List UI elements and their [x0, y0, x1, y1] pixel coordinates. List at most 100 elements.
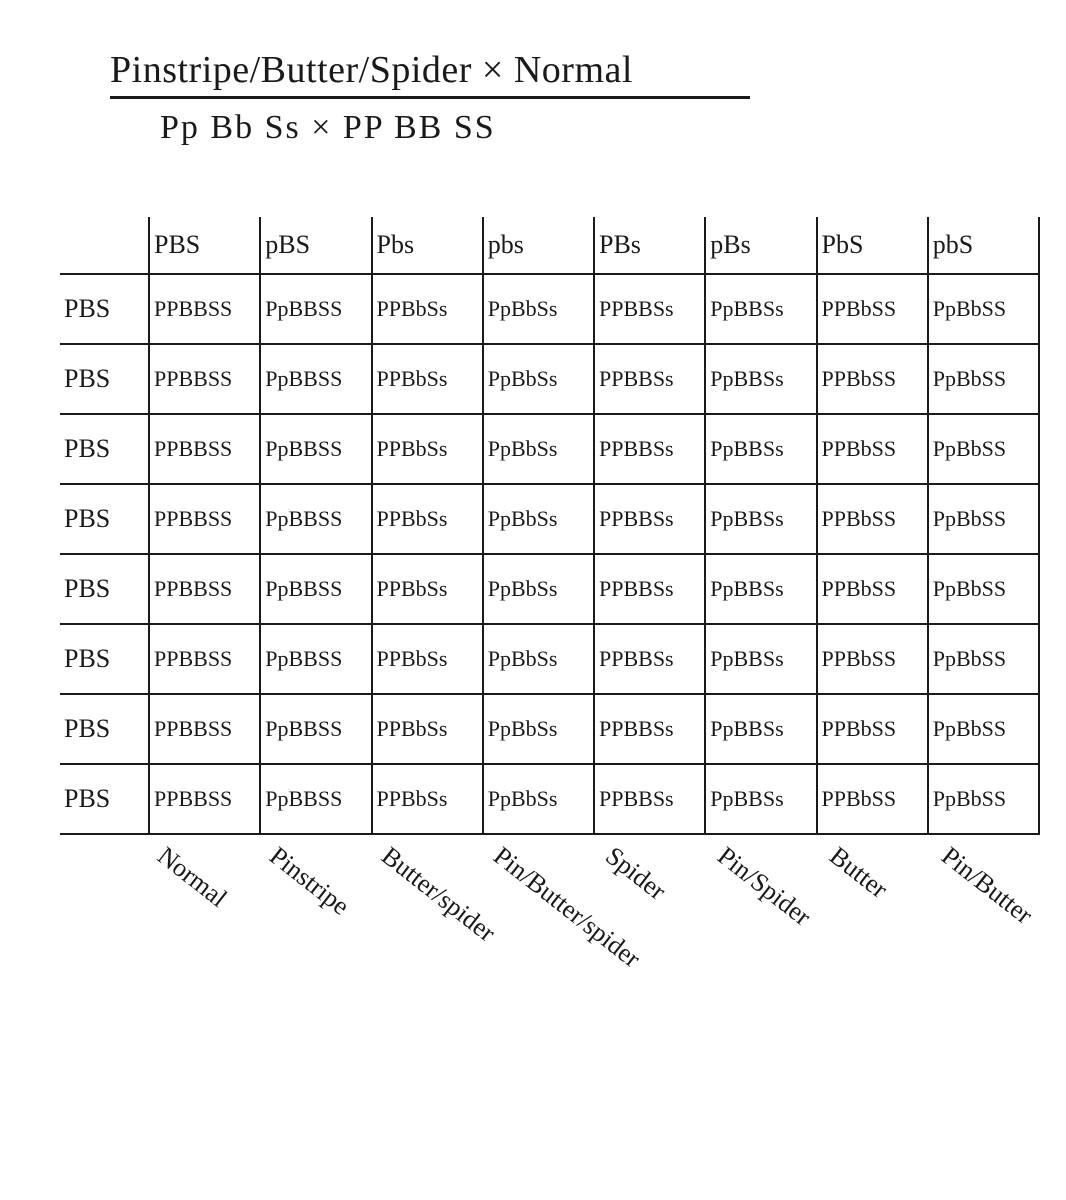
cell: PpBbSS: [928, 624, 1039, 694]
phenotype-label: Pinstripe: [264, 841, 355, 922]
cell: PpBbSS: [928, 274, 1039, 344]
cell: PpBBSS: [260, 414, 371, 484]
cell: PPBBSS: [149, 414, 260, 484]
cell: PPBBSs: [594, 414, 705, 484]
cell: PPBbSS: [817, 344, 928, 414]
cell: PpBbSS: [928, 554, 1039, 624]
cell: PPBbSs: [372, 624, 483, 694]
cell: PpBBSS: [260, 554, 371, 624]
punnett-square: PBS pBS Pbs pbs PBs pBs PbS pbS PBS PPBB…: [60, 217, 1040, 835]
cell: PpBBSs: [705, 694, 816, 764]
table-row: PBS PPBBSS PpBBSS PPBbSs PpBbSs PPBBSs P…: [60, 484, 1039, 554]
cell: PpBbSS: [928, 484, 1039, 554]
cell: PPBBSS: [149, 274, 260, 344]
table-row: PBS PPBBSS PpBBSS PPBbSs PpBbSs PPBBSs P…: [60, 554, 1039, 624]
cell: PPBbSS: [817, 274, 928, 344]
cell: PPBbSS: [817, 554, 928, 624]
cell: PPBBSS: [149, 484, 260, 554]
cell: PpBbSs: [483, 414, 594, 484]
cell: PpBbSs: [483, 694, 594, 764]
cell: PPBbSS: [817, 414, 928, 484]
title-block: Pinstripe/Butter/Spider × Normal Pp Bb S…: [110, 50, 750, 147]
cell: PpBbSS: [928, 764, 1039, 834]
cell: PpBBSs: [705, 764, 816, 834]
corner-cell: [60, 217, 149, 274]
cell: PpBbSS: [928, 694, 1039, 764]
page: Pinstripe/Butter/Spider × Normal Pp Bb S…: [0, 0, 1066, 1200]
row-header: PBS: [60, 344, 149, 414]
row-header: PBS: [60, 274, 149, 344]
row-header: PBS: [60, 414, 149, 484]
cell: PPBBSS: [149, 554, 260, 624]
col-header: PBs: [594, 217, 705, 274]
col-header: pBs: [705, 217, 816, 274]
cell: PpBBSs: [705, 554, 816, 624]
table-row: PBS PPBBSS PpBBSS PPBbSs PpBbSs PPBBSs P…: [60, 414, 1039, 484]
phenotype-label: Normal: [152, 841, 233, 914]
genotype-cross: Pp Bb Ss × PP BB SS: [160, 109, 750, 147]
phenotype-label: Spider: [600, 841, 672, 906]
cell: PPBBSs: [594, 554, 705, 624]
table-row: PBS PPBBSS PpBBSS PPBbSs PpBbSs PPBBSs P…: [60, 764, 1039, 834]
cell: PpBbSs: [483, 344, 594, 414]
row-header: PBS: [60, 624, 149, 694]
phenotype-label: Pin/Butter: [936, 841, 1039, 930]
phenotype-label: Pin/Spider: [712, 841, 817, 932]
cell: PPBBSS: [149, 694, 260, 764]
col-header: PBS: [149, 217, 260, 274]
cell: PPBbSs: [372, 764, 483, 834]
cell: PPBbSs: [372, 274, 483, 344]
cell: PPBbSS: [817, 484, 928, 554]
cell: PpBBSS: [260, 694, 371, 764]
cell: PpBBSs: [705, 274, 816, 344]
cell: PPBbSS: [817, 764, 928, 834]
cell: PPBbSs: [372, 694, 483, 764]
cell: PpBBSS: [260, 764, 371, 834]
cell: PpBbSs: [483, 554, 594, 624]
cell: PPBBSs: [594, 764, 705, 834]
cell: PPBBSS: [149, 764, 260, 834]
punnett-body: PBS PPBBSS PpBBSS PPBbSs PpBbSs PPBBSs P…: [60, 274, 1039, 834]
cell: PPBbSS: [817, 624, 928, 694]
cell: PPBbSs: [372, 554, 483, 624]
cell: PpBBSs: [705, 414, 816, 484]
cell: PpBbSs: [483, 624, 594, 694]
phenotype-label: Butter/spider: [376, 841, 501, 948]
cell: PPBBSS: [149, 624, 260, 694]
table-row: PBS PPBBSS PpBBSS PPBbSs PpBbSs PPBBSs P…: [60, 344, 1039, 414]
cross-title: Pinstripe/Butter/Spider × Normal: [110, 50, 750, 99]
col-header-row: PBS pBS Pbs pbs PBs pBs PbS pbS: [60, 217, 1039, 274]
cell: PpBBSS: [260, 624, 371, 694]
cell: PPBBSs: [594, 624, 705, 694]
row-header: PBS: [60, 554, 149, 624]
cell: PPBbSs: [372, 414, 483, 484]
cell: PPBBSs: [594, 274, 705, 344]
cell: PpBbSS: [928, 414, 1039, 484]
cell: PpBBSS: [260, 274, 371, 344]
cell: PpBBSS: [260, 484, 371, 554]
col-header: Pbs: [372, 217, 483, 274]
cell: PpBBSs: [705, 624, 816, 694]
cell: PpBbSs: [483, 484, 594, 554]
cell: PpBbSs: [483, 764, 594, 834]
cell: PpBBSS: [260, 344, 371, 414]
table-row: PBS PPBBSS PpBBSS PPBbSs PpBbSs PPBBSs P…: [60, 274, 1039, 344]
table-row: PBS PPBBSS PpBBSS PPBbSs PpBbSs PPBBSs P…: [60, 694, 1039, 764]
row-header: PBS: [60, 694, 149, 764]
cell: PPBBSS: [149, 344, 260, 414]
cell: PPBbSs: [372, 484, 483, 554]
row-header: PBS: [60, 764, 149, 834]
cell: PpBBSs: [705, 484, 816, 554]
cell: PPBBSs: [594, 344, 705, 414]
col-header: pbs: [483, 217, 594, 274]
cell: PPBbSs: [372, 344, 483, 414]
table-row: PBS PPBBSS PpBBSS PPBbSs PpBbSs PPBBSs P…: [60, 624, 1039, 694]
cell: PpBbSS: [928, 344, 1039, 414]
cell: PpBbSs: [483, 274, 594, 344]
phenotype-label: Butter: [824, 841, 894, 905]
footer-phenotype-labels: Normal Pinstripe Butter/spider Pin/Butte…: [170, 841, 1026, 1061]
cell: PpBBSs: [705, 344, 816, 414]
cell: PPBBSs: [594, 694, 705, 764]
cell: PPBbSS: [817, 694, 928, 764]
col-header: pbS: [928, 217, 1039, 274]
